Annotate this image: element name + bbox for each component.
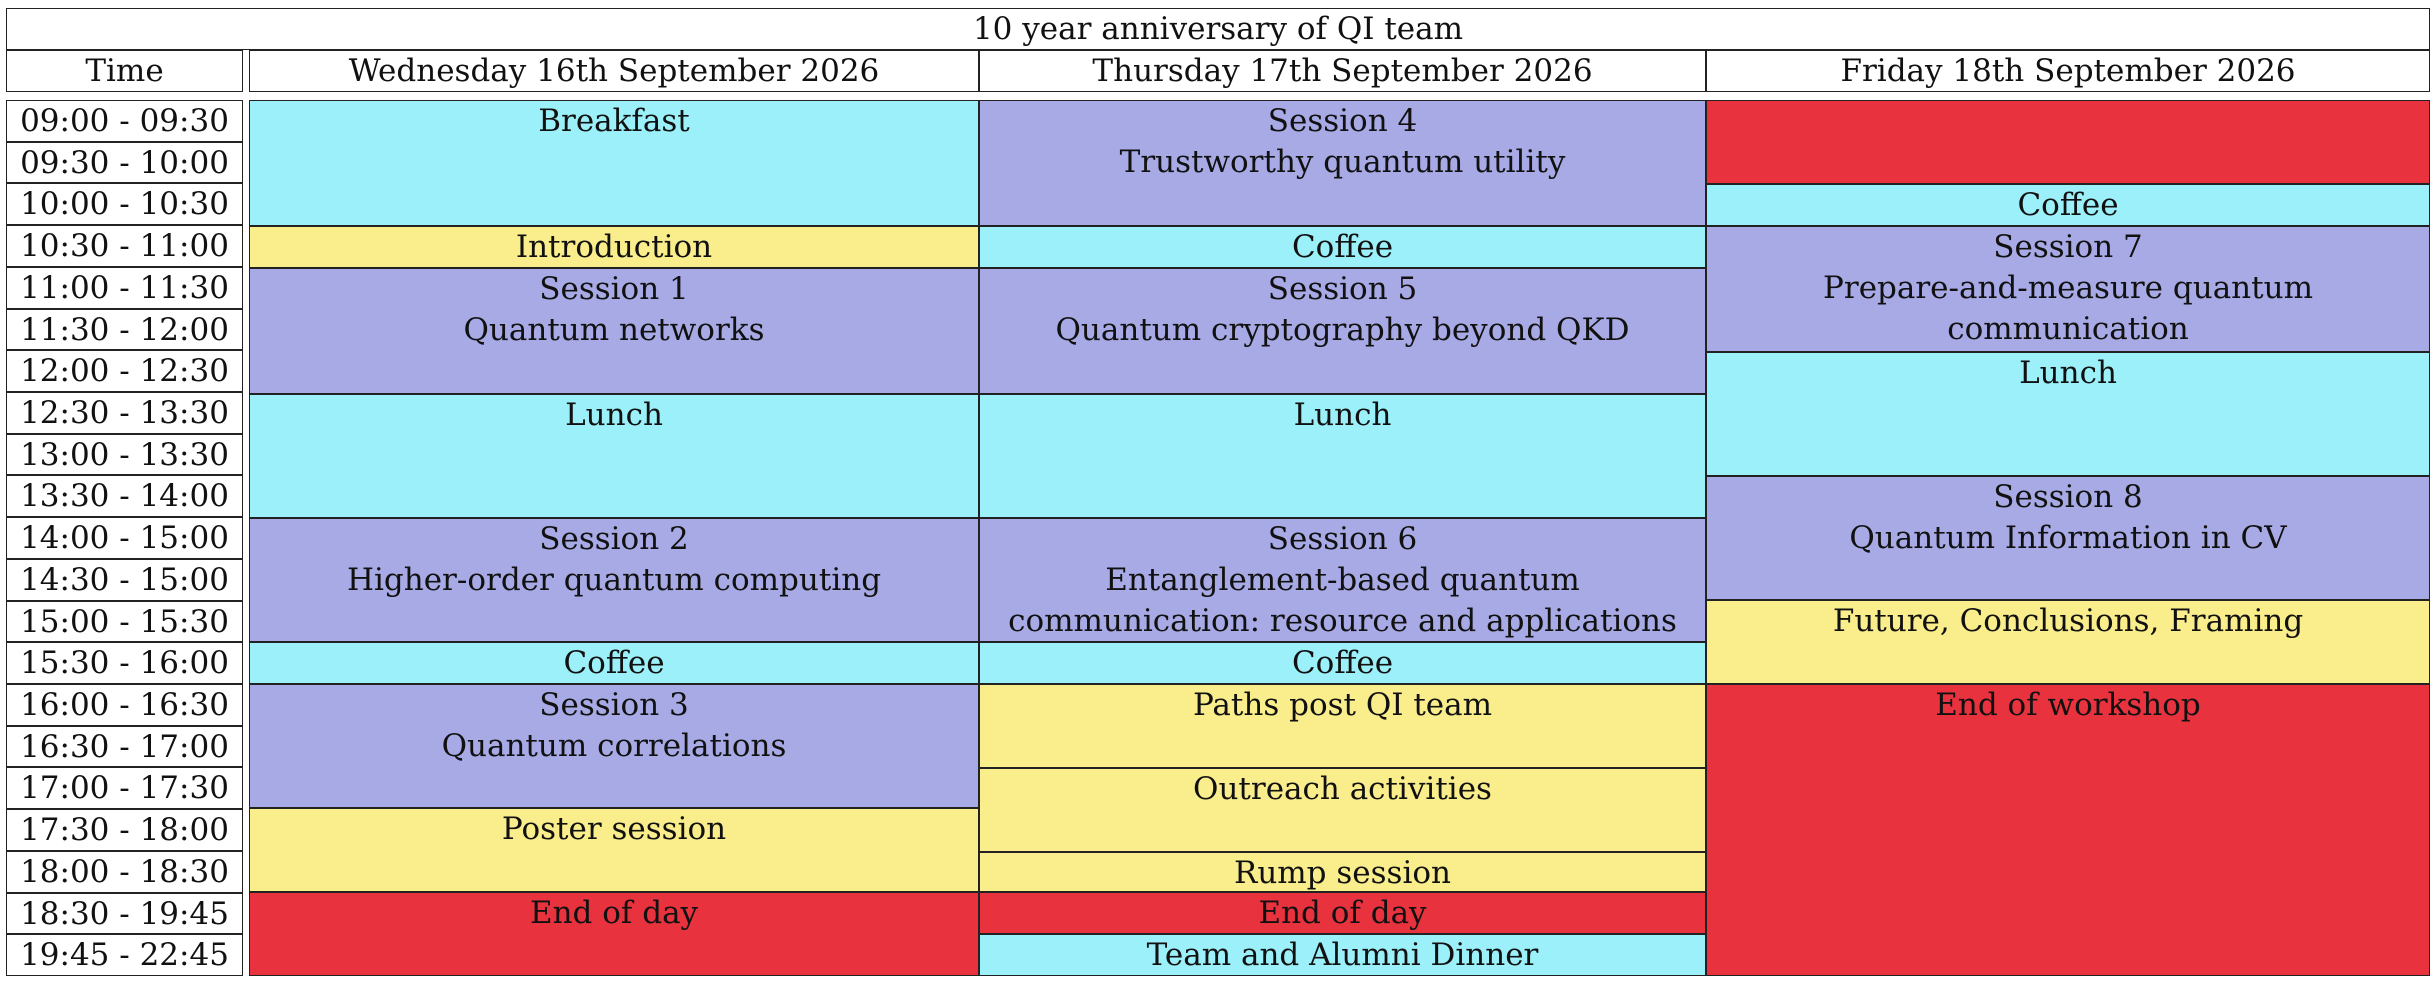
- session-title: Session 4: [1267, 103, 1418, 139]
- time-slot: 15:30 - 16:00: [6, 642, 243, 684]
- event-label: Coffee: [1291, 229, 1394, 265]
- wed-session-2: Session 2 Higher-order quantum computing: [249, 518, 979, 642]
- thu-end-of-day: End of day: [979, 892, 1706, 934]
- thu-session-4: Session 4 Trustworthy quantum utility: [979, 100, 1706, 226]
- thu-lunch: Lunch: [979, 394, 1706, 518]
- session-title: Session 3: [539, 687, 689, 723]
- wed-coffee: Coffee: [249, 642, 979, 684]
- fri-future-conclusions: Future, Conclusions, Framing: [1706, 600, 2430, 684]
- time-slot: 18:00 - 18:30: [6, 850, 243, 893]
- event-label: Future, Conclusions, Framing: [1832, 603, 2304, 639]
- event-label: Introduction: [515, 229, 713, 265]
- fri-coffee: Coffee: [1706, 184, 2430, 226]
- session-topic: Trustworthy quantum utility: [1119, 144, 1566, 180]
- event-label: Team and Alumni Dinner: [1146, 937, 1539, 973]
- event-label: Coffee: [1291, 645, 1394, 681]
- thu-rump-session: Rump session: [979, 852, 1706, 892]
- wed-breakfast: Breakfast: [249, 100, 979, 226]
- session-topic: Higher-order quantum computing: [346, 562, 882, 598]
- session-title: Session 8: [1993, 479, 2143, 515]
- session-title: Session 5: [1267, 271, 1418, 307]
- fri-lunch: Lunch: [1706, 352, 2430, 476]
- schedule-title: 10 year anniversary of QI team: [6, 8, 2430, 50]
- thu-outreach: Outreach activities: [979, 768, 1706, 852]
- event-label: Lunch: [2019, 355, 2117, 391]
- thu-session-5: Session 5 Quantum cryptography beyond QKD: [979, 268, 1706, 394]
- time-slot: 12:00 - 12:30: [6, 350, 243, 392]
- session-topic: communication: [1947, 311, 2189, 347]
- fri-session-7: Session 7 Prepare-and-measure quantum comm…: [1706, 226, 2430, 352]
- header-time: Time: [6, 50, 243, 92]
- event-label: End of day: [529, 895, 699, 931]
- session-topic: Quantum Information in CV: [1849, 520, 2287, 556]
- event-label: End of workshop: [1935, 687, 2201, 723]
- time-slot: 12:30 - 13:30: [6, 392, 243, 434]
- time-slot: 14:30 - 15:00: [6, 558, 243, 601]
- event-label: Outreach activities: [1193, 771, 1492, 807]
- session-topic: Quantum cryptography beyond QKD: [1055, 312, 1630, 348]
- time-slot: 16:00 - 16:30: [6, 684, 243, 726]
- fri-end-of-workshop: End of workshop: [1706, 684, 2430, 976]
- header-thursday: Thursday 17th September 2026: [979, 50, 1706, 92]
- event-label: Coffee: [563, 645, 665, 681]
- session-title: Session 1: [539, 271, 689, 307]
- wed-session-1: Session 1 Quantum networks: [249, 268, 979, 394]
- time-slot: 13:00 - 13:30: [6, 433, 243, 476]
- event-label: Rump session: [1233, 855, 1451, 891]
- wed-session-3: Session 3 Quantum correlations: [249, 684, 979, 808]
- time-slot: 11:30 - 12:00: [6, 308, 243, 351]
- time-slot: 09:00 - 09:30: [6, 100, 243, 142]
- event-label: Poster session: [501, 811, 727, 847]
- session-topic: Quantum correlations: [441, 728, 787, 764]
- fri-session-8: Session 8 Quantum Information in CV: [1706, 476, 2430, 600]
- time-slot: 13:30 - 14:00: [6, 475, 243, 518]
- wed-lunch: Lunch: [249, 394, 979, 518]
- session-topic: Prepare-and-measure quantum: [1823, 270, 2313, 306]
- time-slot: 15:00 - 15:30: [6, 600, 243, 643]
- time-slot: 16:30 - 17:00: [6, 725, 243, 768]
- session-topic: Entanglement-based quantum: [1105, 562, 1580, 598]
- time-slot: 19:45 - 22:45: [6, 934, 243, 976]
- session-title: Session 7: [1993, 229, 2143, 265]
- wed-poster-session: Poster session: [249, 808, 979, 892]
- header-friday: Friday 18th September 2026: [1706, 50, 2430, 92]
- time-slot: 11:00 - 11:30: [6, 266, 243, 309]
- thu-coffee: Coffee: [979, 226, 1706, 268]
- fri-blocked: [1706, 100, 2430, 184]
- time-slot: 09:30 - 10:00: [6, 141, 243, 184]
- session-topic: Quantum networks: [463, 312, 765, 348]
- thu-session-6: Session 6 Entanglement-based quantum commu…: [979, 518, 1706, 642]
- time-slot: 17:00 - 17:30: [6, 767, 243, 810]
- event-label: Breakfast: [538, 103, 690, 139]
- event-label: Lunch: [1293, 397, 1392, 433]
- event-label: Paths post QI team: [1192, 687, 1493, 723]
- event-label: Lunch: [565, 397, 663, 433]
- wed-end-of-day: End of day: [249, 892, 979, 976]
- session-topic: communication: resource and applications: [1008, 603, 1677, 639]
- session-title: Session 6: [1267, 521, 1418, 557]
- time-slot: 17:30 - 18:00: [6, 809, 243, 851]
- wed-introduction: Introduction: [249, 226, 979, 268]
- time-slot: 14:00 - 15:00: [6, 517, 243, 559]
- session-title: Session 2: [539, 521, 689, 557]
- time-slot: 10:30 - 11:00: [6, 225, 243, 267]
- header-wednesday: Wednesday 16th September 2026: [249, 50, 979, 92]
- thu-dinner: Team and Alumni Dinner: [979, 934, 1706, 976]
- time-slot: 10:00 - 10:30: [6, 183, 243, 226]
- thu-paths-post-qi: Paths post QI team: [979, 684, 1706, 768]
- event-label: Coffee: [2017, 187, 2119, 223]
- time-slot: 18:30 - 19:45: [6, 892, 243, 935]
- event-label: End of day: [1258, 895, 1427, 931]
- thu-coffee-2: Coffee: [979, 642, 1706, 684]
